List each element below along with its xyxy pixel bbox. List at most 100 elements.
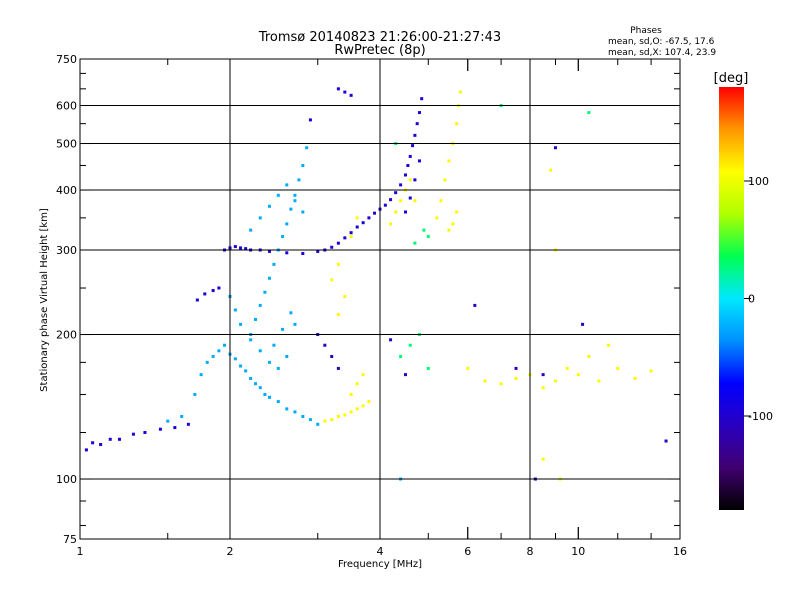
data-point bbox=[316, 249, 320, 253]
data-point bbox=[239, 246, 243, 250]
colorbar-tick-label: 0 bbox=[748, 293, 755, 306]
data-point bbox=[403, 210, 407, 214]
phase-box-o-mode: mean, sd,O: -67.5, 17.6 bbox=[608, 37, 715, 47]
data-point bbox=[349, 93, 353, 97]
data-point bbox=[301, 210, 305, 214]
data-point bbox=[394, 210, 398, 214]
data-point bbox=[413, 199, 417, 203]
data-point bbox=[258, 303, 262, 307]
data-point bbox=[394, 191, 398, 195]
plot-area: 1 2 4 6 8 10 16 75 100 200 300 400 500 600 750 bbox=[56, 53, 687, 558]
data-point bbox=[389, 338, 393, 342]
x-tick-label: 4 bbox=[377, 545, 384, 558]
data-point bbox=[173, 426, 177, 430]
data-point bbox=[330, 418, 334, 422]
data-point bbox=[455, 210, 459, 214]
data-point bbox=[451, 222, 455, 226]
data-points bbox=[84, 87, 668, 481]
data-point bbox=[408, 154, 412, 158]
data-point bbox=[180, 414, 184, 418]
data-point bbox=[263, 290, 267, 294]
data-point bbox=[336, 414, 340, 418]
data-point bbox=[211, 354, 215, 358]
data-point bbox=[576, 373, 580, 377]
data-point bbox=[389, 198, 393, 202]
y-tick-label: 75 bbox=[63, 533, 77, 546]
data-point bbox=[301, 252, 305, 256]
data-point bbox=[355, 225, 359, 229]
phase-box-title: Phases bbox=[630, 26, 662, 36]
data-point bbox=[117, 437, 121, 441]
data-point bbox=[239, 364, 243, 368]
data-point bbox=[367, 216, 371, 220]
data-point bbox=[553, 379, 557, 383]
data-point bbox=[541, 373, 545, 377]
x-tick-label: 8 bbox=[527, 545, 534, 558]
data-point bbox=[308, 418, 312, 422]
data-point bbox=[343, 413, 347, 417]
data-point bbox=[664, 439, 668, 443]
data-point bbox=[244, 369, 248, 373]
data-point bbox=[267, 204, 271, 208]
gridlines bbox=[80, 59, 680, 539]
data-point bbox=[616, 366, 620, 370]
data-point bbox=[426, 235, 430, 239]
data-point bbox=[293, 199, 297, 203]
data-point bbox=[408, 178, 412, 182]
data-point bbox=[355, 216, 359, 220]
x-tick-label: 2 bbox=[227, 545, 234, 558]
data-point bbox=[211, 289, 215, 293]
data-point bbox=[276, 193, 280, 197]
data-point bbox=[267, 249, 271, 253]
data-point bbox=[633, 376, 637, 380]
data-point bbox=[293, 410, 297, 414]
phase-box-x-mode: mean, sd,X: 107.4, 23.9 bbox=[608, 48, 716, 58]
data-point bbox=[466, 366, 470, 370]
data-point bbox=[205, 360, 209, 364]
data-point bbox=[408, 196, 412, 200]
data-point bbox=[199, 373, 203, 377]
data-point bbox=[267, 360, 271, 364]
data-point bbox=[166, 419, 170, 423]
data-point bbox=[233, 357, 237, 361]
data-point bbox=[541, 457, 545, 461]
data-point bbox=[108, 437, 112, 441]
x-tick-labels: 1 2 4 6 8 10 16 bbox=[77, 545, 688, 558]
data-point bbox=[343, 295, 347, 299]
x-tick-label: 6 bbox=[464, 545, 471, 558]
data-point bbox=[258, 216, 262, 220]
data-point bbox=[597, 379, 601, 383]
data-point bbox=[301, 163, 305, 167]
data-point bbox=[285, 354, 289, 358]
data-point bbox=[541, 386, 545, 390]
data-point bbox=[233, 245, 237, 249]
data-point bbox=[514, 376, 518, 380]
data-point bbox=[233, 308, 237, 312]
data-point bbox=[285, 222, 289, 226]
data-point bbox=[587, 111, 591, 115]
data-point bbox=[301, 414, 305, 418]
data-point bbox=[343, 236, 347, 240]
data-point bbox=[411, 144, 415, 148]
data-point bbox=[361, 404, 365, 408]
data-point bbox=[289, 311, 293, 315]
data-point bbox=[323, 419, 327, 423]
data-point bbox=[447, 159, 451, 163]
data-point bbox=[514, 366, 518, 370]
data-point bbox=[581, 322, 585, 326]
data-point bbox=[99, 443, 103, 447]
colorbar-label: [deg] bbox=[714, 71, 749, 86]
data-point bbox=[417, 111, 421, 115]
data-point bbox=[343, 90, 347, 94]
data-point bbox=[91, 441, 95, 445]
data-point bbox=[361, 373, 365, 377]
data-point bbox=[239, 322, 243, 326]
data-point bbox=[422, 228, 426, 232]
data-point bbox=[499, 382, 503, 386]
data-point bbox=[195, 298, 199, 302]
data-point bbox=[249, 376, 253, 380]
data-point bbox=[84, 448, 88, 452]
data-point bbox=[447, 228, 451, 232]
data-point bbox=[267, 395, 271, 399]
data-point bbox=[565, 366, 569, 370]
